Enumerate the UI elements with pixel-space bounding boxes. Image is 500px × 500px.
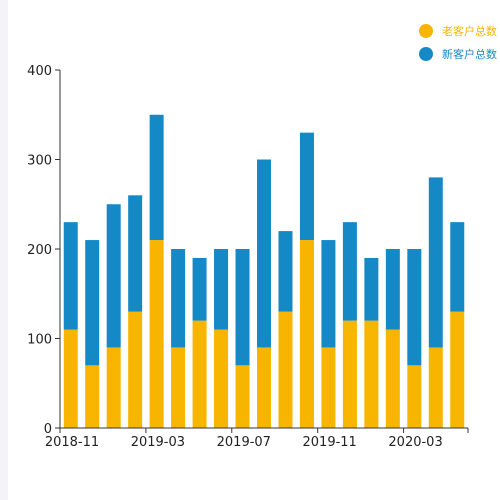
bar-old-customers-2019-03 [149, 240, 164, 428]
bar-new-customers-2019-11 [321, 240, 336, 348]
bar-new-customers-2018-11 [63, 222, 78, 330]
y-tick-label-400: 400 [27, 64, 52, 79]
bar-new-customers-2019-06 [214, 249, 229, 330]
y-tick-label-300: 300 [27, 154, 52, 169]
y-tick-label-200: 200 [27, 243, 52, 258]
bar-new-customers-2019-03 [149, 114, 164, 241]
bar-new-customers-2019-02 [128, 195, 143, 312]
bar-old-customers-2020-05 [450, 311, 465, 428]
bar-old-customers-2019-09 [278, 311, 293, 428]
x-tick-label-2019-07: 2019-07 [217, 435, 271, 450]
legend-label-1: 新客户总数 [442, 47, 497, 61]
bar-old-customers-2018-12 [85, 365, 100, 428]
bar-old-customers-2019-05 [192, 320, 207, 428]
bar-old-customers-2019-04 [171, 347, 186, 428]
bar-old-customers-2019-10 [299, 240, 314, 428]
bar-new-customers-2019-01 [106, 204, 121, 348]
bar-new-customers-2018-12 [85, 240, 100, 366]
bar-old-customers-2020-02 [385, 329, 400, 428]
bar-new-customers-2019-04 [171, 249, 186, 348]
x-tick-label-2019-03: 2019-03 [131, 435, 185, 450]
legend-marker-1 [419, 47, 433, 61]
bar-old-customers-2019-12 [342, 320, 357, 428]
x-tick-label-2018-11: 2018-11 [45, 435, 99, 450]
bar-old-customers-2019-06 [214, 329, 229, 428]
bar-old-customers-2020-03 [407, 365, 422, 428]
bar-new-customers-2019-05 [192, 257, 207, 321]
bar-new-customers-2020-01 [364, 257, 379, 321]
bar-new-customers-2019-12 [342, 222, 357, 321]
x-tick-label-2019-11: 2019-11 [303, 435, 357, 450]
bar-new-customers-2020-03 [407, 249, 422, 366]
bar-new-customers-2020-02 [385, 249, 400, 330]
bar-old-customers-2019-08 [257, 347, 271, 428]
y-tick-label-100: 100 [27, 333, 52, 348]
y-tick-label-0: 0 [44, 422, 52, 437]
bar-new-customers-2019-10 [299, 132, 314, 241]
bars-layer [63, 114, 465, 428]
legend-label-0: 老客户总数 [442, 24, 497, 38]
bar-old-customers-2019-11 [321, 347, 336, 428]
bar-new-customers-2020-05 [450, 222, 465, 312]
bar-old-customers-2018-11 [63, 329, 78, 428]
bar-new-customers-2020-04 [428, 177, 443, 348]
bar-new-customers-2019-08 [257, 159, 271, 348]
bar-old-customers-2020-01 [364, 320, 379, 428]
axes-layer: 0 100 200 300 400 2018-11 2019-03 2019-07 2019-1… [27, 64, 469, 450]
x-tick-label-2020-03: 2020-03 [388, 435, 442, 450]
bar-new-customers-2019-07 [235, 249, 250, 366]
bar-old-customers-2019-07 [235, 365, 250, 428]
bar-old-customers-2019-01 [106, 347, 121, 428]
legend-marker-0 [419, 24, 433, 38]
bar-new-customers-2019-09 [278, 231, 293, 312]
bar-old-customers-2019-02 [128, 311, 143, 428]
bar-old-customers-2020-04 [428, 347, 443, 428]
